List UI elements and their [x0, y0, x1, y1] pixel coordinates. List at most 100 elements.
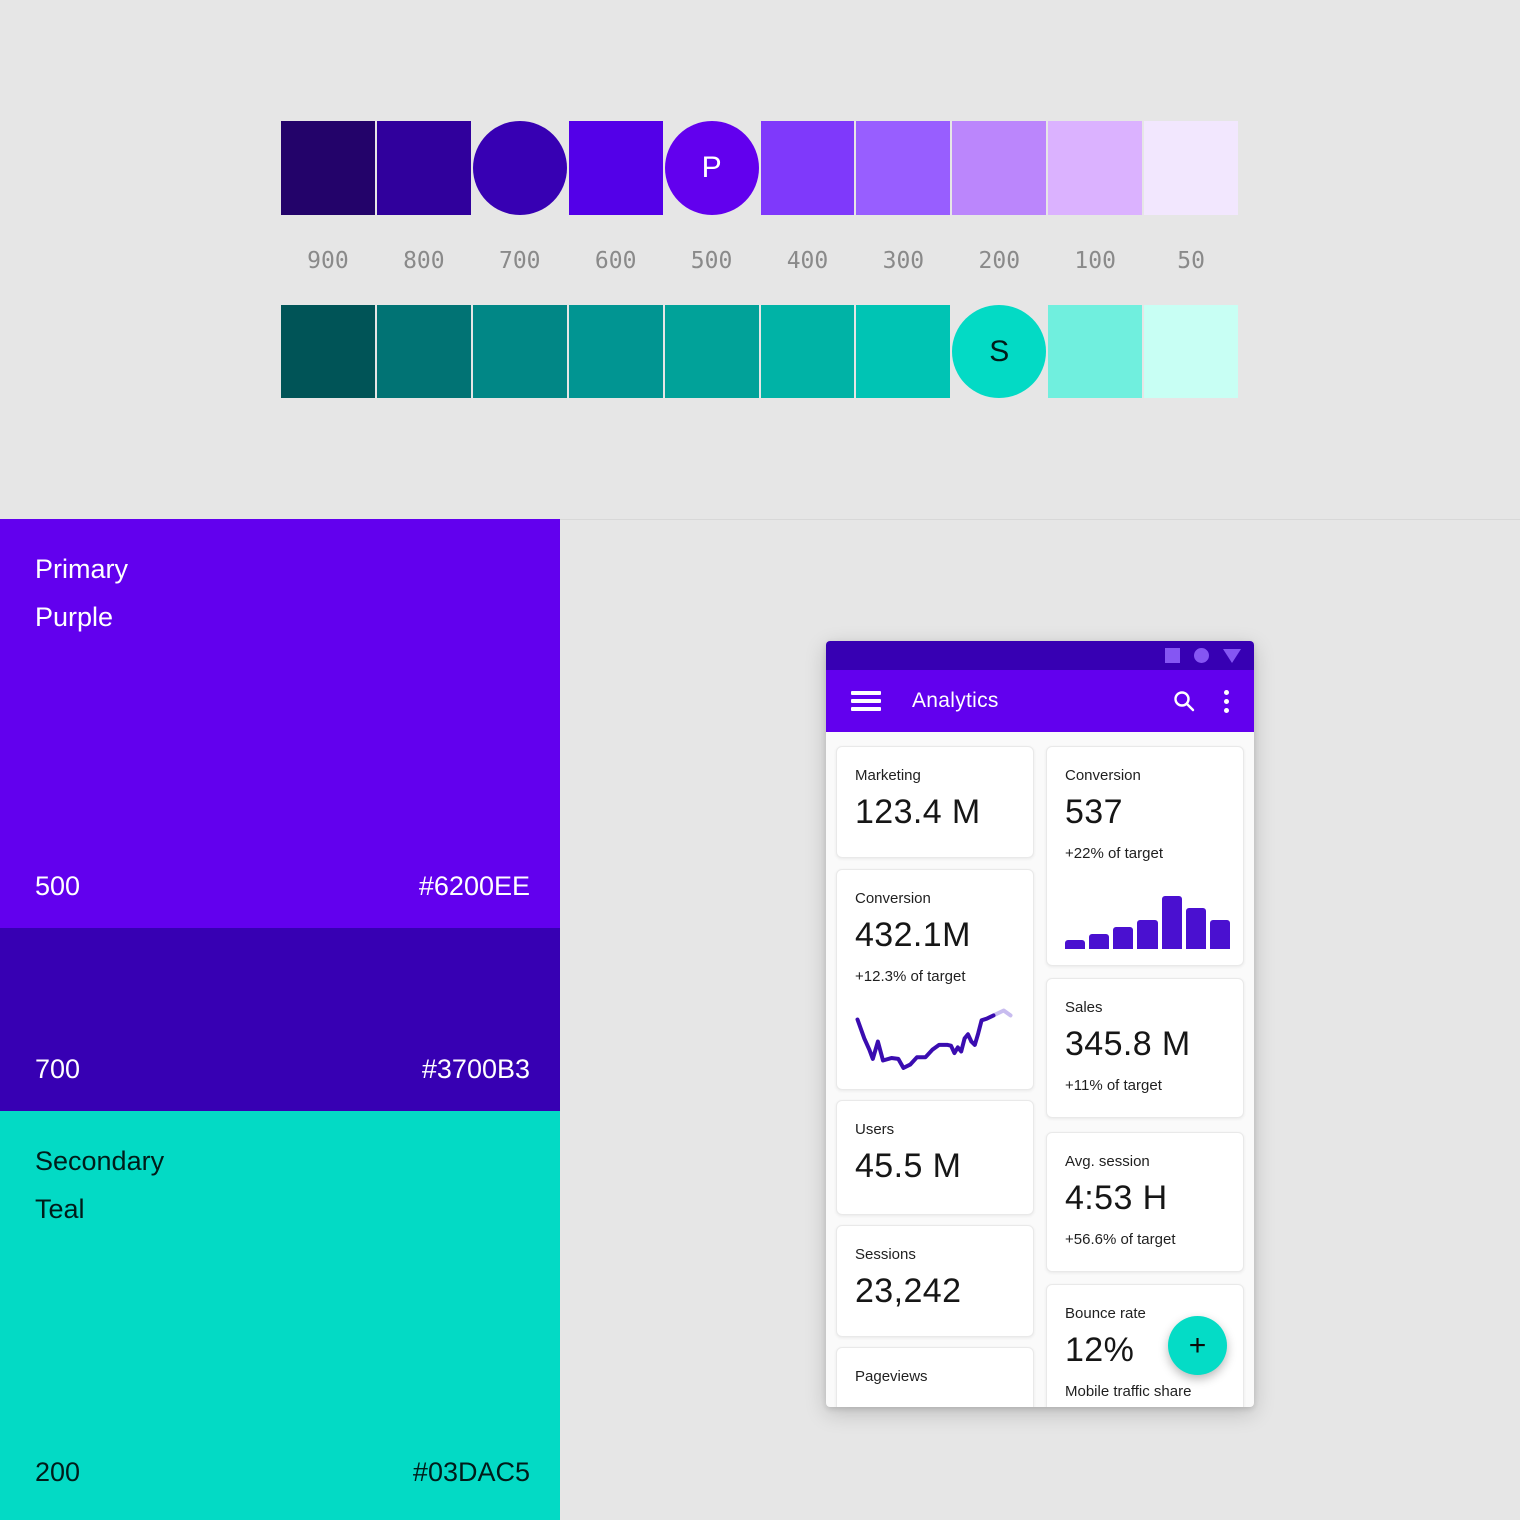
teal-swatch-600: [568, 305, 663, 398]
menu-icon[interactable]: [851, 691, 881, 711]
card-value: 23,242: [855, 1272, 962, 1310]
card-caption: +22% of target: [1065, 845, 1163, 862]
status-bar: [826, 641, 1254, 670]
teal-swatch-100: [1048, 305, 1143, 398]
tone-label-900: 900: [307, 248, 349, 274]
tone-label-50: 50: [1177, 248, 1205, 274]
primary-700-panel: 700 #3700B3: [0, 928, 560, 1111]
marketing-card: Marketing 123.4 M: [836, 746, 1034, 858]
card-value: 123.4 M: [855, 793, 981, 831]
card-value: 537: [1065, 793, 1123, 831]
teal-swatch-200: S: [952, 305, 1047, 398]
conversion-line-card: Conversion 432.1M +12.3% of target: [836, 869, 1034, 1090]
conversion-bar-chart: [1065, 896, 1230, 949]
secondary-200-panel: Secondary Teal 200 #03DAC5: [0, 1111, 560, 1520]
teal-swatch-800: [376, 305, 471, 398]
primary-700-tone: 700: [35, 1054, 81, 1084]
secondary-teal-tonal-strip: S: [281, 305, 1239, 398]
card-label: Bounce rate: [1065, 1305, 1146, 1322]
teal-swatch-50: [1144, 305, 1239, 398]
users-card: Users 45.5 M: [836, 1100, 1034, 1215]
card-value: 4:53 H: [1065, 1179, 1168, 1217]
section-divider: [0, 519, 1520, 520]
card-value: 432.1M: [855, 916, 971, 954]
line-series-projection: [991, 1008, 1013, 1018]
tone-label-500: 500: [690, 248, 733, 274]
plus-icon: +: [1188, 1328, 1207, 1362]
card-value: 45.5 M: [855, 1147, 962, 1185]
bar-1: [1065, 940, 1086, 949]
card-caption: Mobile traffic share: [1065, 1383, 1192, 1400]
purple-swatch-800: [376, 121, 471, 215]
overflow-menu-icon[interactable]: [1224, 689, 1229, 713]
search-icon[interactable]: [1172, 689, 1196, 713]
purple-swatch-300: [856, 121, 951, 215]
primary-panel-title: Primary Purple: [35, 545, 128, 641]
card-label: Marketing: [855, 767, 921, 784]
primary-500-hex: #6200EE: [418, 871, 530, 901]
status-circle-icon: [1194, 648, 1209, 663]
conversion-bar-card: Conversion 537 +22% of target: [1046, 746, 1244, 966]
purple-swatch-50: [1144, 121, 1239, 215]
bar-3: [1113, 927, 1134, 949]
sales-card: Sales 345.8 M +11% of target: [1046, 978, 1244, 1118]
tone-labels-row: 900 800 700 600 500 400 300 200 100 50: [281, 244, 1238, 278]
teal-swatch-700: [472, 305, 567, 398]
primary-500-tone: 500: [35, 871, 81, 901]
card-caption: +11% of target: [1065, 1077, 1162, 1094]
bar-5: [1161, 896, 1182, 949]
analytics-phone-mockup: Analytics Marketing 123.4 M Conversion 4…: [826, 641, 1254, 1407]
purple-marker-letter: P: [701, 151, 722, 184]
conversion-line-chart: [855, 1008, 1013, 1070]
tone-label-700: 700: [498, 248, 541, 274]
secondary-color-name: Teal: [35, 1194, 85, 1224]
secondary-200-hex: #03DAC5: [412, 1457, 530, 1487]
sessions-card: Sessions 23,242: [836, 1225, 1034, 1337]
tone-label-200: 200: [978, 248, 1021, 274]
purple-swatch-500: P: [664, 121, 759, 215]
app-bar: Analytics: [826, 670, 1254, 732]
card-label: Pageviews: [855, 1368, 928, 1385]
bar-7: [1209, 920, 1230, 949]
bar-6: [1185, 908, 1206, 949]
bar-4: [1137, 920, 1158, 949]
tone-label-100: 100: [1074, 248, 1116, 274]
card-label: Conversion: [855, 890, 931, 907]
purple-swatch-600: [568, 121, 663, 215]
tone-label-600: 600: [594, 248, 637, 274]
bar-2: [1089, 934, 1110, 949]
dashboard-content: Marketing 123.4 M Conversion 432.1M +12.…: [826, 732, 1254, 1407]
line-series-main: [855, 1013, 996, 1070]
secondary-200-tone: 200: [35, 1457, 81, 1487]
card-value: 12%: [1065, 1331, 1135, 1369]
purple-swatch-100: [1048, 121, 1143, 215]
primary-purple-tonal-strip: P: [281, 121, 1239, 215]
purple-swatch-400: [760, 121, 855, 215]
card-caption: +12.3% of target: [855, 968, 966, 985]
primary-500-panel: Primary Purple 500 #6200EE: [0, 519, 560, 928]
tone-label-300: 300: [882, 248, 925, 274]
fab-add-button[interactable]: +: [1168, 1316, 1227, 1375]
secondary-family-label: Secondary: [35, 1146, 165, 1176]
teal-swatch-400: [760, 305, 855, 398]
teal-swatch-900: [281, 305, 375, 398]
primary-700-hex: #3700B3: [421, 1054, 530, 1084]
status-triangle-icon: [1223, 648, 1241, 663]
card-label: Conversion: [1065, 767, 1141, 784]
pageviews-card: Pageviews: [836, 1347, 1034, 1407]
primary-family-label: Primary: [35, 554, 128, 584]
page-title: Analytics: [912, 689, 999, 712]
purple-swatch-900: [281, 121, 375, 215]
teal-marker-letter: S: [989, 334, 1010, 368]
secondary-panel-title: Secondary Teal: [35, 1137, 164, 1233]
card-caption: +56.6% of target: [1065, 1231, 1176, 1248]
avg-session-card: Avg. session 4:53 H +56.6% of target: [1046, 1132, 1244, 1272]
card-label: Avg. session: [1065, 1153, 1150, 1170]
card-value: 345.8 M: [1065, 1025, 1191, 1063]
card-label: Sales: [1065, 999, 1103, 1016]
teal-swatch-500: [664, 305, 759, 398]
card-label: Sessions: [855, 1246, 916, 1263]
card-label: Users: [855, 1121, 895, 1138]
tone-label-400: 400: [786, 248, 829, 274]
